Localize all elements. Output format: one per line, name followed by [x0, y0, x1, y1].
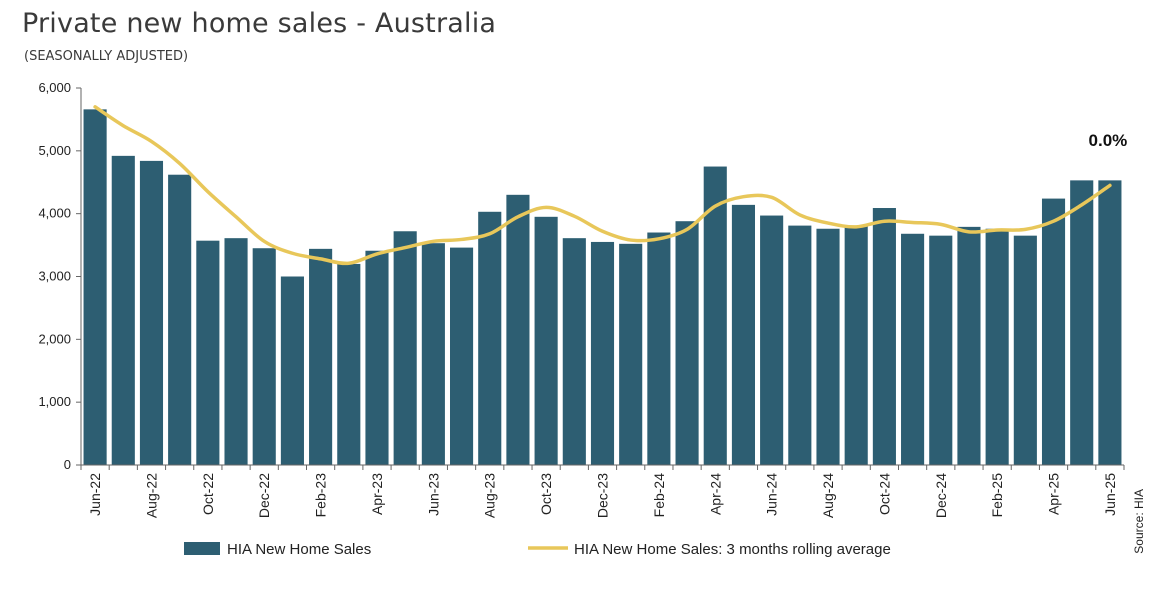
- bar: [83, 109, 107, 465]
- x-tick-label: Jun-25: [1102, 473, 1118, 516]
- x-tick-label: Aug-22: [143, 473, 159, 518]
- x-tick-label: Dec-23: [595, 473, 611, 518]
- x-tick-label: Aug-23: [482, 473, 498, 518]
- bar: [1070, 180, 1094, 466]
- bar: [647, 232, 671, 465]
- bar: [393, 231, 417, 465]
- bar: [760, 215, 784, 465]
- x-tick-label: Feb-23: [313, 473, 329, 518]
- bar: [957, 226, 981, 465]
- bar: [562, 238, 586, 465]
- bar: [365, 250, 389, 465]
- x-tick-label: Feb-25: [989, 473, 1005, 518]
- y-tick-label: 2,000: [38, 331, 71, 346]
- x-tick-label: Apr-23: [369, 473, 385, 515]
- legend-label-bars: HIA New Home Sales: [227, 541, 371, 558]
- x-tick-label: Jun-24: [764, 473, 780, 516]
- bar: [816, 228, 840, 465]
- bar: [506, 194, 530, 466]
- bar: [449, 247, 474, 465]
- bar: [252, 248, 276, 465]
- x-tick-label: Jun-22: [87, 473, 103, 516]
- bar: [985, 228, 1009, 465]
- bar: [788, 225, 812, 465]
- bar: [619, 243, 643, 465]
- x-tick-label: Oct-23: [538, 473, 554, 515]
- y-tick-label: 4,000: [38, 206, 71, 221]
- bar: [731, 204, 756, 465]
- bar: [929, 235, 953, 465]
- bar: [478, 211, 502, 465]
- chart-subtitle: (SEASONALLY ADJUSTED): [24, 49, 189, 64]
- y-tick-label: 3,000: [38, 269, 71, 284]
- y-tick-label: 6,000: [38, 80, 71, 95]
- bar: [280, 276, 304, 465]
- bar: [196, 240, 220, 465]
- bar: [703, 166, 727, 465]
- bar: [844, 226, 868, 465]
- y-tick-label: 0: [64, 457, 71, 472]
- legend: HIA New Home Sales HIA New Home Sales: 3…: [184, 541, 891, 558]
- bar: [337, 263, 361, 465]
- bar: [421, 243, 445, 465]
- x-tick-label: Oct-22: [200, 473, 216, 515]
- bar: [168, 174, 192, 465]
- x-tick-label: Oct-24: [876, 473, 892, 515]
- bar: [901, 233, 925, 465]
- bar: [1098, 180, 1122, 466]
- rolling-average-series: [93, 105, 1112, 266]
- bar: [675, 221, 699, 465]
- x-tick-label: Feb-24: [651, 473, 667, 518]
- source-note: Source: HIA: [1132, 489, 1146, 554]
- x-tick-label: Aug-24: [820, 473, 836, 518]
- bar: [1041, 198, 1066, 465]
- legend-swatch-bars: [184, 542, 220, 555]
- x-tick-label: Dec-22: [256, 473, 272, 518]
- x-axis: Jun-22 Aug-22 Oct-22 Dec-22 Feb-23 Apr-23 Jun-…: [80, 464, 1125, 518]
- x-tick-label: Apr-24: [707, 473, 723, 515]
- bar: [139, 160, 164, 466]
- bar: [590, 241, 615, 465]
- bar: [111, 155, 135, 466]
- bar: [872, 208, 896, 466]
- legend-label-line: HIA New Home Sales: 3 months rolling ave…: [574, 541, 891, 558]
- y-tick-label: 1,000: [38, 394, 71, 409]
- bar: [534, 216, 558, 465]
- annotation-label: 0.0%: [1089, 131, 1128, 150]
- x-tick-label: Dec-24: [933, 473, 949, 518]
- x-tick-label: Jun-23: [425, 473, 441, 516]
- bar-series: [83, 109, 1122, 466]
- bar: [1013, 235, 1037, 465]
- x-tick-label: Apr-25: [1046, 473, 1062, 515]
- rolling-average-line: [93, 105, 1112, 266]
- bar: [309, 248, 333, 465]
- bar: [224, 238, 248, 465]
- y-axis: 0 1,000 2,000 3,000 4,000 5,000 6,000: [38, 80, 82, 472]
- y-tick-label: 5,000: [38, 143, 71, 158]
- chart-title: Private new home sales - Australia: [22, 8, 497, 39]
